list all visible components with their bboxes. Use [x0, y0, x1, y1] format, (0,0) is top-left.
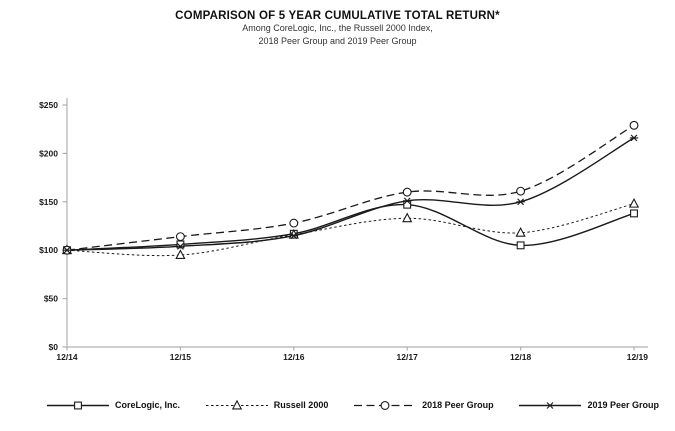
legend-label-corelogic: CoreLogic, Inc.	[115, 400, 181, 410]
chart-subtitle-line1: Among CoreLogic, Inc., the Russell 2000 …	[242, 23, 433, 33]
legend-label-2019-peer-group: 2019 Peer Group	[587, 400, 659, 410]
series-2018-peer-group-markers	[62, 120, 639, 255]
y-axis-tick-label: $50	[44, 294, 58, 304]
cumulative-total-return-line-chart: $0 $50 $100 $150 $200 $250 12/14 12/15 12/16 12/1…	[39, 98, 648, 362]
y-axis-tick-label: $250	[39, 100, 58, 110]
legend-label-2018-peer-group: 2018 Peer Group	[422, 400, 494, 410]
x-axis-tick-label: 12/14	[56, 352, 78, 362]
legend-item-2018-peer-group: 2018 Peer Group	[353, 399, 494, 411]
legend-item-corelogic: CoreLogic, Inc.	[46, 399, 180, 411]
x-axis-tick-label: 12/18	[510, 352, 532, 362]
axes: $0 $50 $100 $150 $200 $250 12/14 12/15 12/16 12/1…	[39, 98, 648, 362]
y-axis-tick-label: $150	[39, 197, 58, 207]
series-2018-peer-group-line	[66, 124, 635, 251]
x-axis-tick-label: 12/19	[627, 352, 649, 362]
x-axis-tick-label: 12/17	[397, 352, 419, 362]
legend-label-russell-2000: Russell 2000	[273, 400, 329, 410]
series-russell-2000-markers	[61, 197, 640, 259]
series-2019-peer-group-markers	[62, 134, 639, 254]
chart-legend: CoreLogic, Inc. Russell 2000 2018 Peer G…	[46, 399, 659, 411]
series-russell-2000-line	[66, 203, 635, 257]
legend-item-russell-2000: Russell 2000	[205, 399, 329, 411]
y-axis-tick-label: $0	[49, 342, 59, 352]
2018-peer-group-legend-marker-icon	[353, 399, 417, 411]
chart-header: COMPARISON OF 5 YEAR CUMULATIVE TOTAL RE…	[0, 0, 675, 47]
chart-subtitle-line2: 2018 Peer Group and 2019 Peer Group	[258, 35, 417, 46]
2019-peer-group-legend-marker-icon	[518, 399, 582, 411]
y-axis-tick-label: $200	[39, 148, 58, 158]
chart-title: COMPARISON OF 5 YEAR CUMULATIVE TOTAL RE…	[175, 10, 500, 22]
corelogic-legend-marker-icon	[46, 399, 110, 411]
legend-item-2019-peer-group: 2019 Peer Group	[518, 399, 659, 411]
x-axis-tick-label: 12/16	[283, 352, 305, 362]
y-axis-tick-label: $100	[39, 245, 58, 255]
x-axis-tick-label: 12/15	[170, 352, 192, 362]
series-corelogic-inc-line	[66, 203, 635, 251]
series-2019-peer-group-line	[66, 137, 635, 251]
russell-2000-legend-marker-icon	[205, 399, 269, 411]
